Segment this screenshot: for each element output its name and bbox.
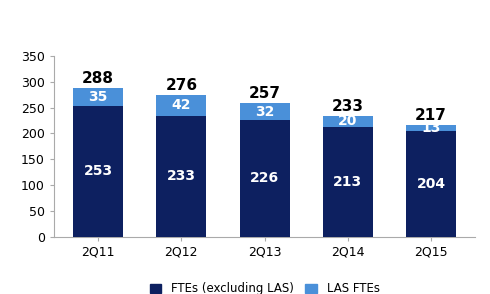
Bar [156,116,206,237]
Bar [240,103,290,120]
Text: 20: 20 [338,114,358,128]
Text: 233: 233 [167,169,196,183]
Text: 204: 204 [416,177,446,191]
Text: 253: 253 [83,164,113,178]
Text: 217: 217 [415,108,447,123]
Text: 32: 32 [255,105,274,119]
Text: 276: 276 [165,78,197,93]
Bar [323,127,373,237]
Bar [406,131,456,237]
Text: 213: 213 [333,175,363,189]
Bar [240,120,290,237]
Text: 257: 257 [248,86,281,101]
Bar [156,95,206,116]
Text: 233: 233 [332,99,364,114]
Text: 288: 288 [82,71,114,86]
Bar [73,106,123,237]
Bar [406,125,456,131]
Text: Full-time Equivalent Employees (000’s): Full-time Equivalent Employees (000’s) [12,16,348,31]
Text: 13: 13 [421,121,441,135]
Text: 226: 226 [250,171,279,185]
Text: 35: 35 [88,90,108,104]
Bar [73,88,123,106]
Legend: FTEs (excluding LAS), LAS FTEs: FTEs (excluding LAS), LAS FTEs [149,282,380,294]
Bar [323,116,373,127]
Text: 42: 42 [172,98,191,112]
